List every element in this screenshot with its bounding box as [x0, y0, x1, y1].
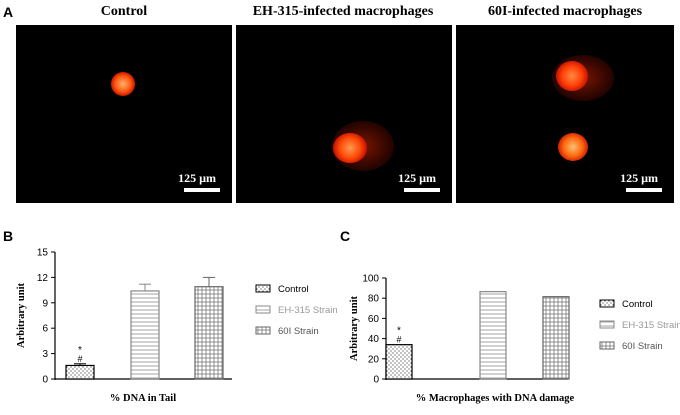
- eh315-micrograph: 125 µm: [236, 25, 452, 203]
- legend-swatch: [255, 284, 271, 293]
- significance-asterisk: *: [78, 345, 82, 356]
- y-tick-label: 6: [42, 324, 48, 335]
- significance-hash: #: [396, 335, 401, 345]
- y-tick-label: 60: [368, 314, 380, 325]
- bar: [130, 290, 160, 380]
- bar: [542, 296, 570, 380]
- legend-swatch: [255, 326, 271, 335]
- x-axis-label: % Macrophages with DNA damage: [416, 393, 575, 404]
- legend-label: 60I Strain: [278, 326, 319, 337]
- bar: [385, 344, 413, 380]
- chart-b: 0 3 6 9 12 15 Arbitrary unit * # % DNA in Tail Con…: [0, 236, 340, 410]
- legend-swatch: [599, 341, 615, 350]
- y-tick-label: 100: [362, 274, 379, 285]
- y-tick-label: 12: [37, 273, 49, 284]
- legend-label: 60I Strain: [622, 341, 663, 352]
- 60i-micrograph: 125 µm: [456, 25, 674, 203]
- scale-bar: [184, 188, 220, 192]
- comet-head: [558, 133, 588, 161]
- scale-bar: [404, 188, 440, 192]
- panel-c-letter: C: [340, 228, 351, 244]
- chart-b-svg: 0 3 6 9 12 15 Arbitrary unit *# % DNA in Tail Con…: [16, 248, 338, 405]
- eh315-image-title: EH-315-infected macrophages: [252, 4, 434, 19]
- legend-label: Control: [278, 284, 309, 295]
- y-tick-label: 20: [368, 354, 380, 365]
- control-micrograph: 125 µm: [16, 25, 232, 203]
- bar: [479, 291, 507, 380]
- y-tick-label: 3: [42, 349, 48, 360]
- comet-head: [111, 72, 135, 96]
- legend-swatch: [255, 305, 271, 314]
- y-tick-label: 15: [37, 248, 49, 259]
- significance-asterisk: *: [397, 326, 401, 337]
- scale-label: 125 µm: [620, 171, 658, 185]
- significance-hash: #: [77, 354, 82, 364]
- 60i-image-title: 60I-infected macrophages: [487, 4, 643, 19]
- panel-a-letter: A: [3, 4, 14, 20]
- chart-c: 0 20 40 60 80 100 Arbitrary unit * # % Macrophage…: [340, 236, 680, 410]
- y-tick-label: 80: [368, 294, 380, 305]
- panel-b-letter: B: [3, 228, 14, 244]
- y-tick-label: 40: [368, 334, 380, 345]
- bar: [194, 286, 224, 380]
- y-tick-label: 9: [42, 298, 48, 309]
- legend-swatch: [599, 320, 615, 329]
- legend-swatch: [599, 299, 615, 308]
- comet-head: [556, 61, 588, 91]
- y-axis-label: Arbitrary unit: [16, 282, 27, 348]
- legend-label: EH-315 Strain: [622, 320, 680, 331]
- comet-head: [333, 133, 367, 163]
- y-tick-label: 0: [373, 375, 379, 386]
- control-image-title: Control: [100, 4, 148, 19]
- legend-label: EH-315 Strain: [278, 305, 338, 316]
- y-tick-label: 0: [42, 375, 48, 386]
- scale-label: 125 µm: [398, 171, 436, 185]
- bar: [65, 364, 95, 380]
- scale-bar: [626, 188, 662, 192]
- y-axis-label: Arbitrary unit: [349, 295, 360, 361]
- x-axis-label: % DNA in Tail: [110, 393, 176, 404]
- scale-label: 125 µm: [178, 171, 216, 185]
- legend-label: Control: [622, 299, 653, 310]
